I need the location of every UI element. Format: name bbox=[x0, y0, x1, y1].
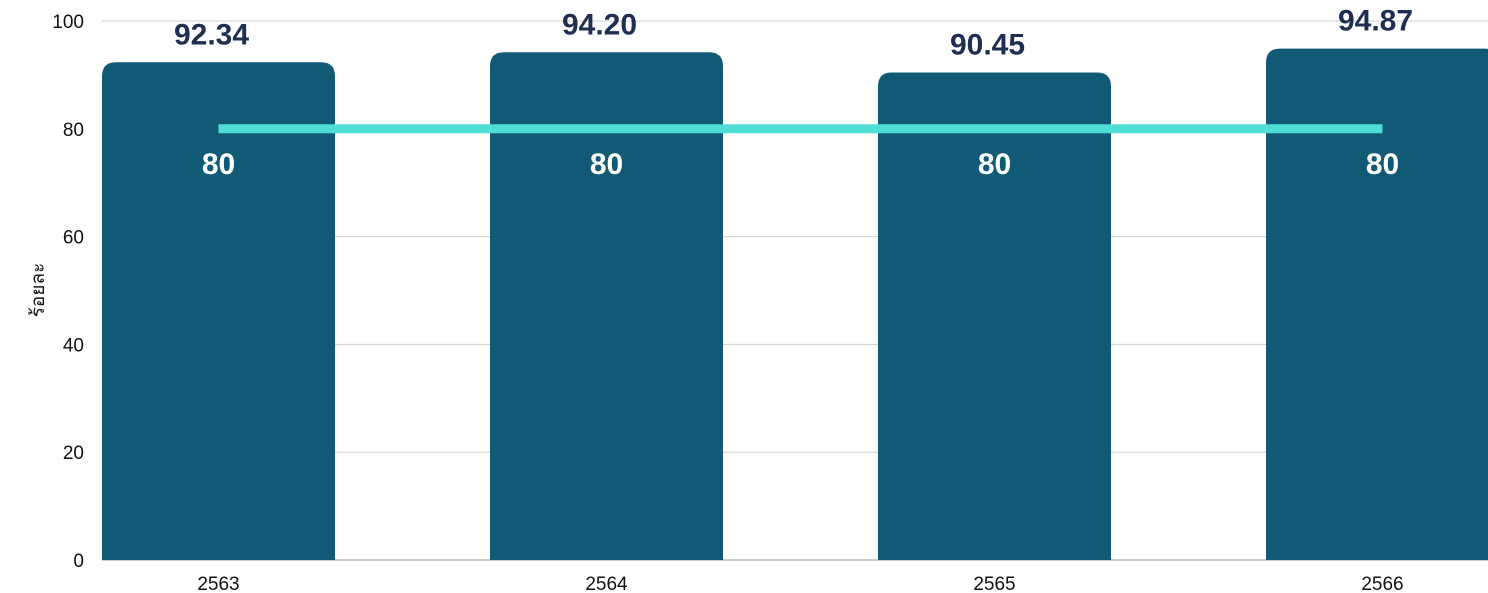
target-value-label: 80 bbox=[590, 148, 623, 181]
target-value-label: 80 bbox=[1366, 148, 1399, 181]
x-tick-label: 2564 bbox=[585, 574, 628, 593]
target-value-label: 80 bbox=[978, 148, 1011, 181]
y-axis-title: ร้อยละ bbox=[27, 263, 49, 318]
bar-2563 bbox=[102, 62, 335, 560]
bar-2565 bbox=[878, 72, 1111, 561]
bar-value-label: 90.45 bbox=[950, 28, 1025, 61]
x-tick-label: 2563 bbox=[197, 574, 239, 593]
y-tick-label: 40 bbox=[63, 335, 84, 356]
y-axis-tick-labels: 0 20 40 60 80 100 bbox=[52, 12, 84, 572]
bar-2566 bbox=[1266, 48, 1488, 560]
bar-value-label: 92.34 bbox=[174, 18, 249, 51]
y-tick-label: 80 bbox=[63, 120, 84, 141]
y-tick-label: 100 bbox=[52, 12, 84, 33]
target-value-label: 80 bbox=[202, 148, 235, 181]
x-axis-tick-labels: 2563 2564 2565 2566 bbox=[197, 574, 1403, 593]
y-tick-label: 0 bbox=[73, 551, 84, 572]
bar-value-label: 94.87 bbox=[1338, 5, 1413, 38]
data-labels: 92.34 94.20 90.45 94.87 80 80 80 80 bbox=[174, 5, 1413, 181]
x-tick-label: 2565 bbox=[973, 574, 1015, 593]
y-tick-label: 20 bbox=[63, 443, 84, 464]
bar-value-label: 94.20 bbox=[562, 8, 637, 41]
bar-2564 bbox=[490, 52, 723, 561]
x-tick-label: 2566 bbox=[1361, 574, 1403, 593]
bars bbox=[102, 48, 1488, 561]
y-tick-label: 60 bbox=[63, 228, 84, 249]
